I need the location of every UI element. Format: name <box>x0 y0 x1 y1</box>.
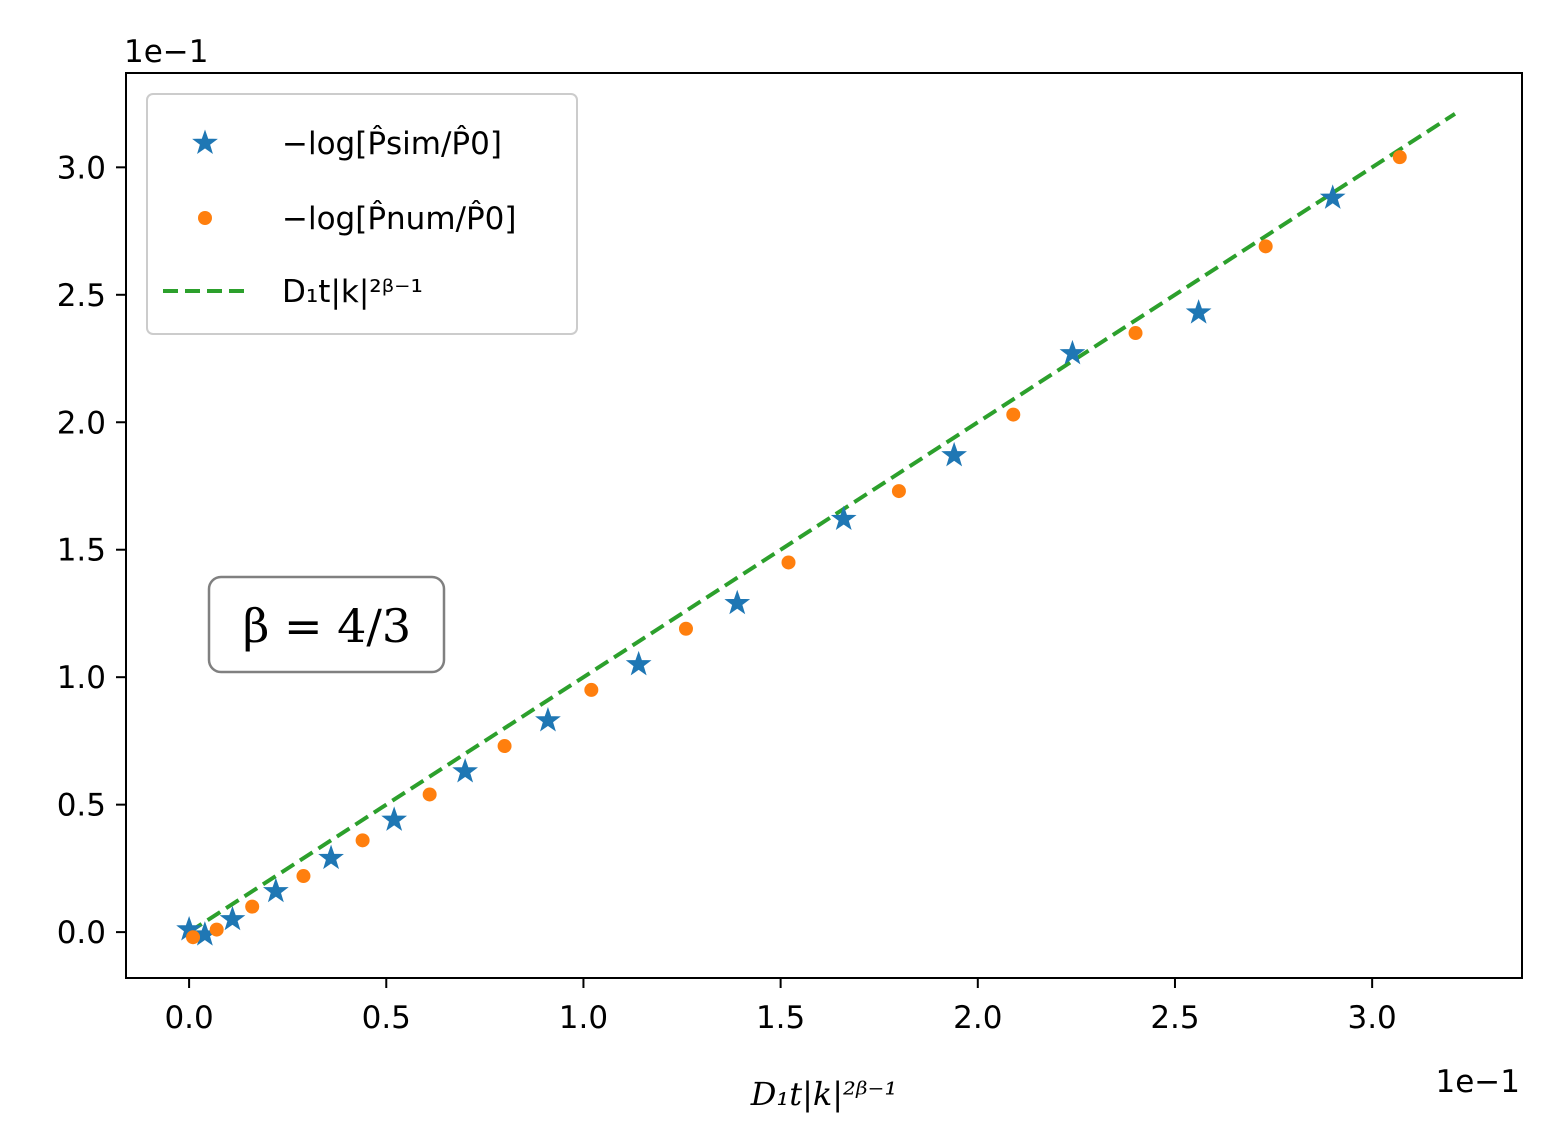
y-tick-label: 2.5 <box>57 278 106 314</box>
num-point <box>1128 326 1143 341</box>
legend-label: −log[P̂num/P̂0] <box>282 200 516 237</box>
legend-label: D₁t|k|²ᵝ⁻¹ <box>282 274 423 310</box>
ticks-layer: 0.0 0.5 1.0 1.5 2.0 2.5 3.0 0.0 0.5 1.0 1.5 2.0 2.5 3… <box>57 150 1397 1036</box>
legend-marker-num <box>198 211 212 225</box>
plot-frame <box>125 72 1523 979</box>
y-tick-label: 1.5 <box>57 533 106 569</box>
y-tick-label: 0.5 <box>57 788 106 824</box>
x-tick-label: 2.0 <box>953 1000 1002 1036</box>
fit-line <box>188 112 1457 934</box>
legend-items: −log[P̂sim/P̂0] −log[P̂num/P̂0] D₁t|k|²ᵝ⁻¹ <box>163 125 516 310</box>
sim-point <box>381 806 408 831</box>
num-point <box>209 922 224 937</box>
num-point <box>678 621 693 636</box>
sim-point <box>1185 299 1212 324</box>
sim-point <box>1319 184 1346 209</box>
x-tick-label: 1.5 <box>756 1000 805 1036</box>
num-point <box>781 555 796 570</box>
sim-point <box>1059 339 1086 365</box>
legend-marker-sim <box>192 129 218 154</box>
legend: −log[P̂sim/P̂0] −log[P̂num/P̂0] D₁t|k|²ᵝ⁻¹ <box>146 93 578 335</box>
sim-point <box>452 757 478 783</box>
x-tick-label: 2.5 <box>1150 1000 1199 1036</box>
legend-box <box>146 93 578 335</box>
x-axis-label: D₁t|k|²ᵝ⁻¹ <box>750 1075 897 1113</box>
num-point <box>891 484 906 499</box>
sim-point <box>830 505 857 531</box>
y-tick-label: 2.0 <box>57 405 106 441</box>
x-tick-label: 0.0 <box>164 1000 213 1036</box>
legend-label: −log[P̂sim/P̂0] <box>282 125 502 162</box>
sim-point <box>625 650 652 676</box>
num-point <box>186 930 201 945</box>
y-tick-label: 3.0 <box>57 150 106 186</box>
num-point <box>355 833 370 848</box>
num-point <box>1258 239 1273 254</box>
sim-point <box>941 441 967 467</box>
y-tick-label: 0.0 <box>57 915 106 951</box>
x-tick-label: 3.0 <box>1347 1000 1396 1036</box>
sim-point <box>318 844 344 870</box>
sim-point <box>724 589 751 615</box>
num-point <box>1006 407 1021 422</box>
x-tick-label: 1.0 <box>559 1000 608 1036</box>
num-point <box>245 899 260 914</box>
sim-point <box>219 905 246 931</box>
num-point <box>296 869 311 884</box>
num-point <box>584 682 599 697</box>
series-layer <box>176 112 1457 946</box>
x-offset-label: 1e−1 <box>1436 1064 1521 1100</box>
y-offset-label: 1e−1 <box>124 34 209 70</box>
annotation-frame <box>207 575 446 674</box>
sim-point <box>535 706 561 732</box>
x-tick-label: 0.5 <box>362 1000 411 1036</box>
y-tick-label: 1.0 <box>57 660 106 696</box>
sim-point <box>262 877 289 903</box>
annotation-text: β = 4/3 <box>243 599 411 653</box>
num-point <box>422 787 437 802</box>
annotation-box: β = 4/3 <box>207 575 446 674</box>
num-point <box>497 739 512 754</box>
num-point <box>1392 150 1407 165</box>
